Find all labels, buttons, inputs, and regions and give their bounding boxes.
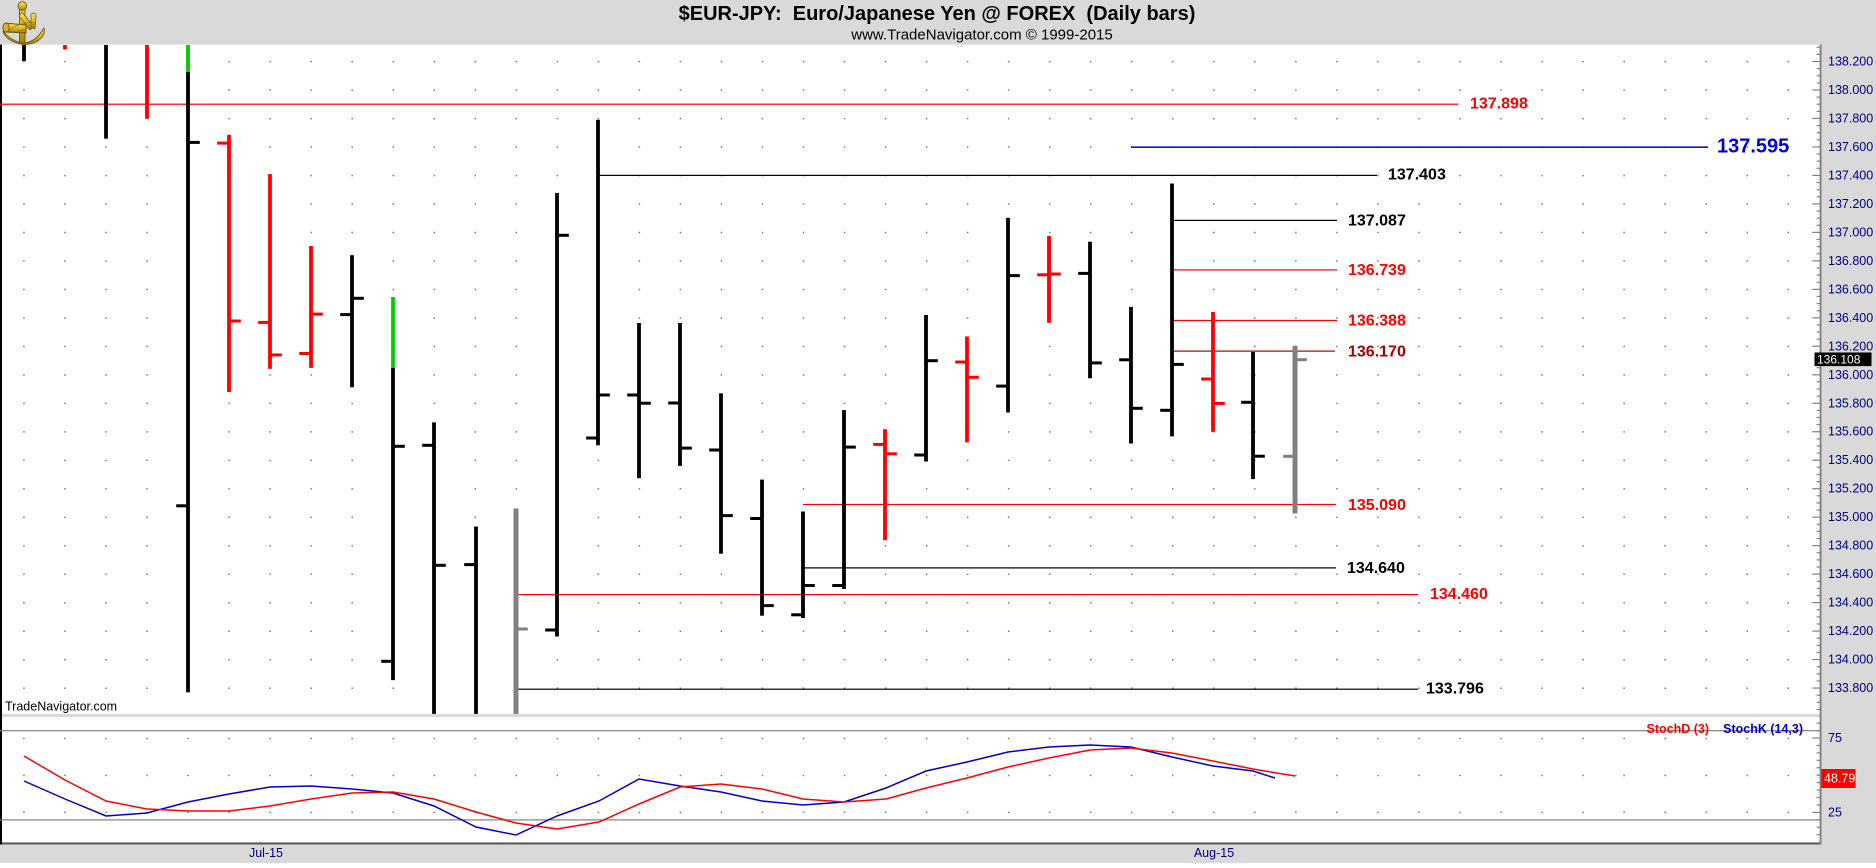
svg-text:135.090: 135.090	[1348, 497, 1406, 514]
svg-text:48.79: 48.79	[1824, 772, 1855, 786]
svg-text:Aug-15: Aug-15	[1194, 846, 1234, 860]
svg-text:137.200: 137.200	[1828, 197, 1873, 211]
svg-text:137.898: 137.898	[1470, 95, 1528, 112]
svg-text:135.400: 135.400	[1828, 453, 1873, 467]
svg-text:136.200: 136.200	[1828, 339, 1873, 353]
svg-text:137.000: 137.000	[1828, 225, 1873, 239]
svg-text:StochK (14,3): StochK (14,3)	[1723, 722, 1803, 736]
svg-text:134.200: 134.200	[1828, 624, 1873, 638]
svg-text:134.400: 134.400	[1828, 596, 1873, 610]
svg-text:136.800: 136.800	[1828, 254, 1873, 268]
svg-text:134.000: 134.000	[1828, 653, 1873, 667]
svg-text:133.796: 133.796	[1426, 681, 1484, 698]
svg-text:136.600: 136.600	[1828, 282, 1873, 296]
svg-text:133.800: 133.800	[1828, 681, 1873, 695]
svg-text:135.600: 135.600	[1828, 425, 1873, 439]
svg-text:Jul-15: Jul-15	[249, 846, 283, 860]
svg-text:136.400: 136.400	[1828, 311, 1873, 325]
svg-text:134.600: 134.600	[1828, 567, 1873, 581]
svg-text:www.TradeNavigator.com © 1999-: www.TradeNavigator.com © 1999-2015	[850, 27, 1112, 44]
svg-text:137.600: 137.600	[1828, 140, 1873, 154]
svg-text:138.200: 138.200	[1828, 55, 1873, 69]
svg-text:136.739: 136.739	[1348, 262, 1406, 279]
svg-text:137.595: 137.595	[1717, 136, 1789, 158]
svg-text:137.400: 137.400	[1828, 168, 1873, 182]
svg-text:134.640: 134.640	[1347, 560, 1405, 577]
svg-text:136.170: 136.170	[1348, 343, 1406, 360]
svg-text:135.200: 135.200	[1828, 482, 1873, 496]
svg-text:138.000: 138.000	[1828, 83, 1873, 97]
svg-text:137.087: 137.087	[1348, 213, 1406, 230]
svg-text:TradeNavigator.com: TradeNavigator.com	[5, 700, 117, 714]
svg-text:135.000: 135.000	[1828, 510, 1873, 524]
svg-text:134.800: 134.800	[1828, 539, 1873, 553]
svg-text:136.108: 136.108	[1817, 353, 1861, 367]
svg-text:75: 75	[1828, 731, 1842, 745]
svg-text:136.388: 136.388	[1348, 313, 1406, 330]
svg-text:137.403: 137.403	[1388, 167, 1446, 184]
svg-text:136.000: 136.000	[1828, 368, 1873, 382]
svg-text:StochD (3): StochD (3)	[1647, 722, 1710, 736]
svg-text:137.800: 137.800	[1828, 112, 1873, 126]
svg-text:$EUR-JPY: Euro/Japanese Yen @: $EUR-JPY: Euro/Japanese Yen @ FOREX (Dai…	[679, 3, 1196, 25]
svg-text:134.460: 134.460	[1430, 586, 1488, 603]
svg-text:135.800: 135.800	[1828, 396, 1873, 410]
svg-text:25: 25	[1828, 805, 1842, 819]
